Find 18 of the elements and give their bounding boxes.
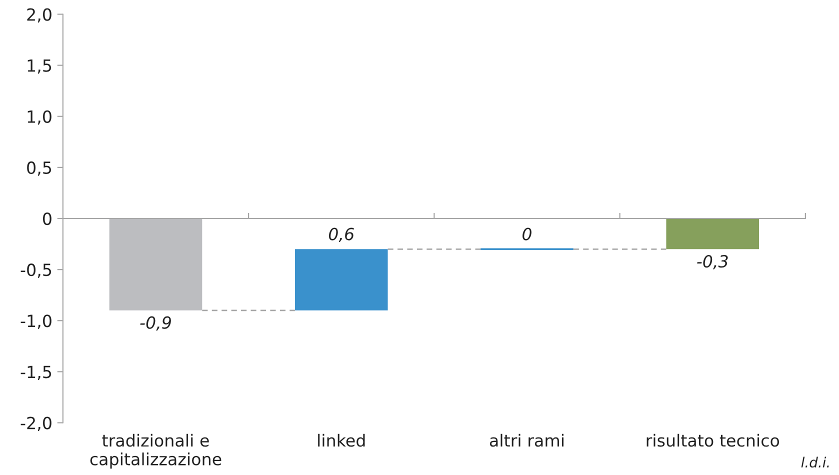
x-tick-label: risultato tecnico	[646, 434, 780, 447]
y-tick-label: -2,0	[20, 416, 52, 432]
x-tick-label: tradizionali e capitalizzazione	[90, 434, 222, 469]
data-label: -0,3	[697, 254, 728, 270]
y-tick-label: 2,0	[27, 8, 52, 23]
y-tick-label: 1,5	[28, 59, 52, 74]
data-label: -0,9	[140, 316, 171, 331]
data-label: 0,6	[328, 228, 354, 242]
y-tick-label: -1,5	[20, 366, 52, 380]
y-tick-label: -0,5	[20, 264, 52, 278]
y-tick-label: -1,0	[20, 314, 52, 329]
y-tick-label: 1,0	[28, 110, 52, 125]
x-tick-label: altri rami	[490, 434, 564, 447]
text: l.d.i.	[801, 456, 829, 468]
y-tick-label: 0	[43, 212, 52, 226]
y-tick-label: 0,5	[27, 161, 52, 176]
x-tick-label: linked	[318, 434, 365, 447]
data-label: 0	[522, 228, 532, 240]
